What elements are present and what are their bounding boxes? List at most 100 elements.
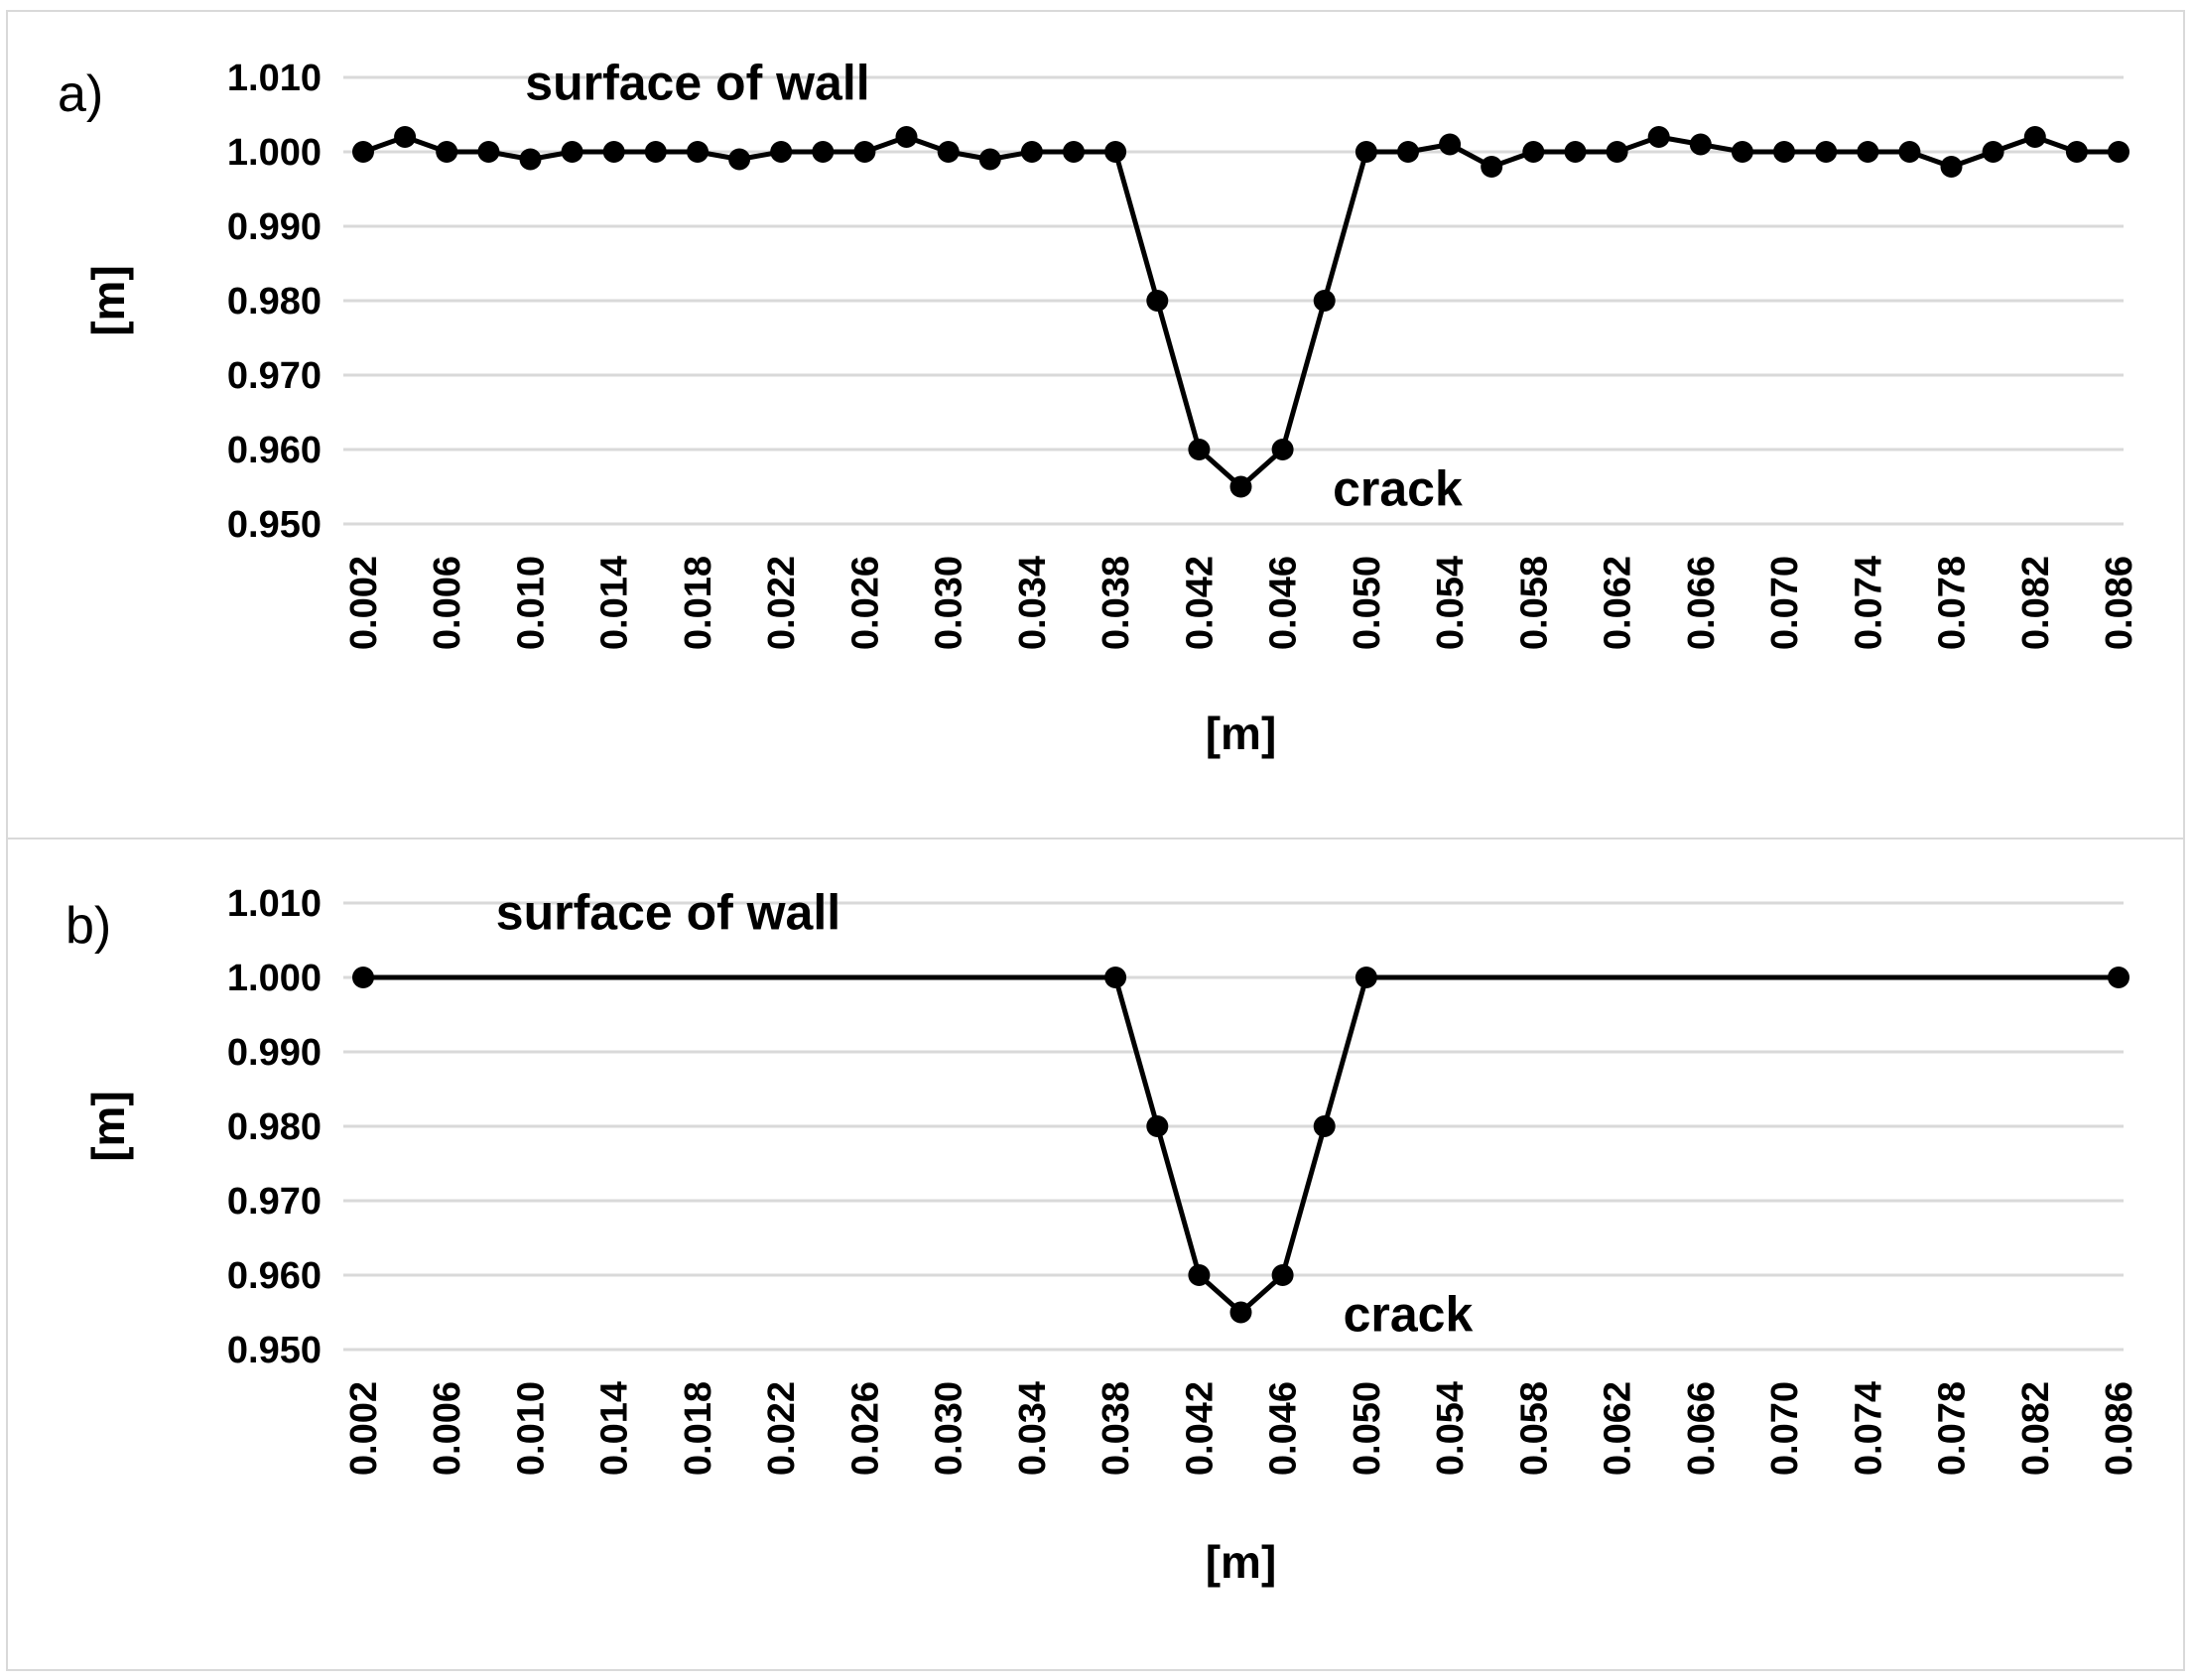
annotation-label: surface of wall (525, 56, 869, 111)
data-point (978, 148, 1001, 171)
y-tick-label: 1.000 (227, 958, 322, 999)
data-point (436, 141, 458, 163)
x-tick-label: 0.070 (1764, 556, 1806, 650)
data-point (1898, 141, 1921, 163)
y-tick-label: 1.010 (227, 883, 322, 925)
x-tick-label: 0.066 (1681, 556, 1723, 650)
x-tick-label: 0.074 (1848, 1381, 1889, 1476)
data-point (352, 967, 374, 988)
data-point (1229, 1301, 1252, 1324)
x-tick-label: 0.030 (929, 556, 970, 650)
data-point (853, 141, 876, 163)
data-point (1481, 156, 1503, 178)
x-tick-label: 0.026 (844, 1381, 886, 1476)
data-point (1313, 1115, 1336, 1137)
data-point (561, 141, 583, 163)
x-tick-label: 0.022 (761, 1381, 803, 1476)
series-line (363, 974, 2119, 1315)
x-tick-label: 0.058 (1513, 556, 1555, 650)
data-point (1564, 141, 1587, 163)
data-point (1857, 141, 1879, 163)
y-tick-label: 0.980 (227, 281, 322, 323)
data-point (1773, 141, 1795, 163)
x-tick-label: 0.018 (678, 1381, 719, 1476)
x-tick-label: 0.074 (1848, 556, 1889, 650)
x-tick-label: 0.062 (1598, 1381, 1639, 1476)
x-tick-label: 0.034 (1012, 1381, 1054, 1476)
x-tick-label: 0.014 (594, 1381, 636, 1476)
x-tick-label: 0.018 (678, 556, 719, 650)
y-tick-label: 0.960 (227, 430, 322, 471)
data-point (770, 141, 793, 163)
x-tick-label: 0.082 (2015, 1381, 2057, 1476)
x-tick-label: 0.010 (510, 1381, 552, 1476)
y-tick-label: 1.000 (227, 132, 322, 174)
x-tick-label: 0.010 (510, 556, 552, 650)
x-tick-label: 0.066 (1681, 1381, 1723, 1476)
data-point (1229, 475, 1252, 498)
data-point (1815, 141, 1838, 163)
data-point (1522, 141, 1545, 163)
x-tick-label: 0.078 (1932, 556, 1974, 650)
x-tick-label: 0.082 (2015, 556, 2057, 650)
data-point (1020, 141, 1043, 163)
data-point (1104, 141, 1127, 163)
y-tick-label: 0.950 (227, 1330, 322, 1371)
x-tick-label: 0.058 (1513, 1381, 1555, 1476)
annotation-label: crack (1333, 460, 1463, 516)
x-tick-label: 0.078 (1932, 1381, 1974, 1476)
data-point (1063, 141, 1085, 163)
data-point (687, 141, 709, 163)
annotation-label: surface of wall (496, 884, 840, 940)
y-tick-label: 0.980 (227, 1106, 322, 1148)
x-tick-label: 0.046 (1263, 556, 1305, 650)
data-point (1104, 967, 1127, 988)
data-point (1439, 133, 1462, 156)
data-point (1606, 141, 1628, 163)
y-tick-label: 0.970 (227, 355, 322, 397)
data-point (644, 141, 667, 163)
y-tick-label: 0.970 (227, 1181, 322, 1223)
data-point (2108, 967, 2129, 988)
data-point (812, 141, 835, 163)
x-tick-label: 0.054 (1430, 1381, 1472, 1476)
y-tick-label: 1.010 (227, 58, 322, 99)
annotation-label: crack (1344, 1286, 1474, 1342)
x-tick-label: 0.050 (1347, 1381, 1388, 1476)
x-tick-label: 0.038 (1096, 556, 1137, 650)
x-tick-label: 0.054 (1430, 556, 1472, 650)
x-tick-label: 0.042 (1179, 556, 1221, 650)
x-tick-label: 0.030 (929, 1381, 970, 1476)
x-tick-label: 0.026 (844, 556, 886, 650)
series-line (362, 134, 2119, 489)
x-tick-label: 0.014 (594, 556, 636, 650)
data-point (1146, 290, 1169, 312)
x-axis-title: [m] (1206, 708, 1277, 759)
x-tick-label: 0.050 (1347, 556, 1388, 650)
data-point (2023, 126, 2046, 148)
y-tick-label: 0.990 (227, 206, 322, 248)
y-tick-label: 0.960 (227, 1255, 322, 1297)
data-point (2065, 141, 2088, 163)
data-point (477, 141, 500, 163)
data-point (352, 141, 374, 163)
x-tick-label: 0.022 (761, 556, 803, 650)
x-tick-label: 0.006 (427, 1381, 468, 1476)
data-point (937, 141, 960, 163)
data-point (602, 141, 625, 163)
x-tick-label: 0.086 (2099, 556, 2140, 650)
data-point (1354, 141, 1377, 163)
x-tick-label: 0.042 (1179, 1381, 1221, 1476)
data-point (1940, 156, 1963, 178)
x-axis-title: [m] (1206, 1536, 1277, 1588)
data-point (895, 126, 918, 148)
data-point (1982, 141, 2004, 163)
x-tick-label: 0.006 (427, 556, 468, 650)
data-point (1647, 126, 1670, 148)
data-point (1271, 439, 1294, 460)
x-tick-label: 0.046 (1263, 1381, 1305, 1476)
y-tick-label: 0.990 (227, 1032, 322, 1074)
data-point (519, 148, 542, 171)
data-point (1397, 141, 1419, 163)
